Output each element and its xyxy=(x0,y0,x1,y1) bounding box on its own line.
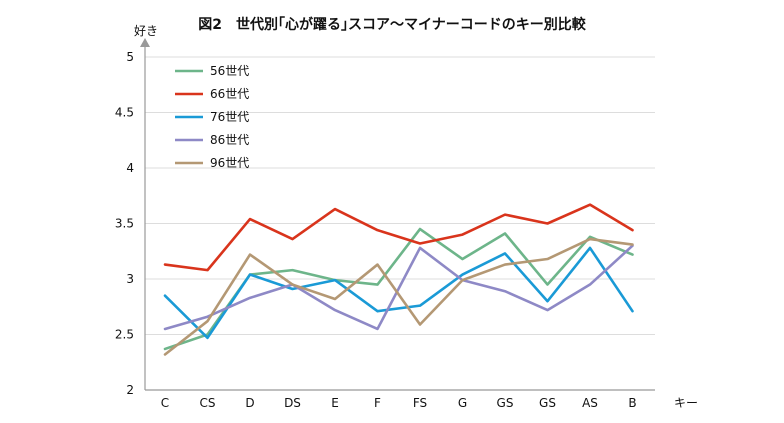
legend-label: 76世代 xyxy=(210,110,249,124)
legend-label: 56世代 xyxy=(210,64,249,78)
y-axis-arrow xyxy=(140,38,150,47)
x-axis-label: キー xyxy=(674,396,698,410)
legend-label: 66世代 xyxy=(210,87,249,101)
y-tick-label: 3 xyxy=(126,272,134,286)
series-line-3 xyxy=(163,244,634,331)
x-tick-label: G xyxy=(458,396,467,410)
chart-title: 図2 世代別｢心が躍る｣スコア〜マイナーコードのキー別比較 xyxy=(198,16,586,33)
x-tick-label: B xyxy=(628,396,636,410)
series-line-4 xyxy=(163,237,634,356)
x-tick-label: GS xyxy=(539,396,556,410)
x-tick-label: E xyxy=(331,396,339,410)
series-line-1 xyxy=(163,203,634,272)
series-lines xyxy=(163,203,634,356)
x-tick-label: DS xyxy=(284,396,301,410)
series-line-2 xyxy=(163,246,634,340)
x-tick-label: F xyxy=(374,396,381,410)
legend-label: 96世代 xyxy=(210,156,249,170)
y-tick-label: 3.5 xyxy=(115,217,134,231)
legend-label: 86世代 xyxy=(210,133,249,147)
x-tick-label: CS xyxy=(200,396,216,410)
y-tick-label: 4.5 xyxy=(115,106,134,120)
grid-lines xyxy=(145,56,655,335)
legend: 56世代 66世代 76世代 86世代 96世代 xyxy=(175,64,249,170)
x-tick-labels: C CS D DS E F FS G GS GS AS B xyxy=(161,396,637,410)
y-axis-label: 好き xyxy=(134,24,158,38)
y-tick-label: 2.5 xyxy=(115,328,134,342)
x-tick-label: FS xyxy=(413,396,427,410)
y-tick-labels: 2 2.5 3 3.5 4 4.5 5 xyxy=(115,50,134,397)
y-tick-label: 2 xyxy=(126,383,134,397)
x-tick-label: D xyxy=(245,396,254,410)
x-tick-label: AS xyxy=(582,396,598,410)
x-tick-label: GS xyxy=(497,396,514,410)
y-tick-label: 5 xyxy=(126,50,134,64)
y-tick-label: 4 xyxy=(126,161,134,175)
x-tick-label: C xyxy=(161,396,169,410)
